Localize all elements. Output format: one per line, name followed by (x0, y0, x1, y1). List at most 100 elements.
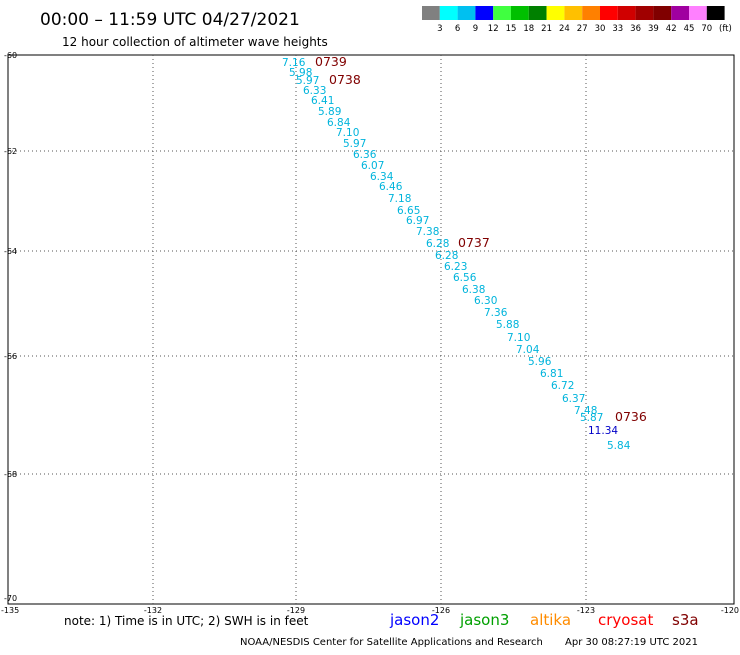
legend-swatch (671, 6, 689, 20)
wave-height-label: 6.23 (444, 261, 467, 273)
wave-height-label: 5.84 (607, 440, 631, 452)
legend-swatch (422, 6, 440, 20)
wave-height-label: 6.34 (370, 171, 394, 183)
legend-swatch (600, 6, 618, 20)
legend-tick-label: 18 (523, 24, 534, 34)
legend-tick-label: 6 (455, 24, 460, 34)
legend-tick-label: 27 (577, 24, 588, 34)
legend-unit: (ft) (719, 24, 732, 34)
wave-height-label: 5.98 (289, 67, 312, 79)
footer-note: note: 1) Time is in UTC; 2) SWH is in fe… (64, 614, 309, 628)
wave-height-label: 11.34 (588, 425, 618, 437)
legend-swatch (706, 6, 725, 20)
pass-time-label: 0736 (615, 409, 647, 424)
legend-tick-label: 3 (437, 24, 442, 34)
pass-time-labels: 0739 0738 0737 0736 (315, 54, 647, 424)
legend-tick-label: 33 (612, 24, 623, 34)
wave-height-label: 6.07 (361, 160, 384, 172)
legend-swatch (475, 6, 494, 20)
legend-swatch (511, 6, 529, 20)
legend-tick-label: 42 (666, 24, 677, 34)
footer-timestamp: Apr 30 08:27:19 UTC 2021 (565, 637, 698, 648)
wave-height-label: 5.89 (318, 106, 341, 118)
map-frame (7, 54, 735, 605)
wave-height-label: 7.38 (416, 226, 439, 238)
legend-tick-label: 45 (684, 24, 695, 34)
wave-height-label: 6.56 (453, 272, 477, 284)
satellite-label-jason2: jason2 (389, 611, 439, 629)
legend-tick-label: 70 (701, 24, 712, 34)
longitude-labels: -135 -132 -129 -126 -123 -120 (1, 606, 739, 615)
graticule (8, 55, 734, 604)
satellite-legend: jason2 jason3 altika cryosat s3a (389, 611, 699, 629)
legend-tick-label: 15 (506, 24, 517, 34)
legend-tick-label: 24 (559, 24, 570, 34)
legend-swatch (582, 6, 600, 20)
wave-height-label: 6.97 (406, 215, 429, 227)
wave-height-label: 7.04 (516, 344, 540, 356)
wave-height-label: 7.10 (507, 332, 530, 344)
longitude-label: -129 (287, 606, 305, 615)
legend-swatch (617, 6, 636, 20)
latitude-label: -70 (4, 594, 17, 603)
wave-height-label: 6.41 (311, 95, 334, 107)
legend-swatch (546, 6, 565, 20)
wave-height-label: 7.18 (388, 193, 411, 205)
wave-height-label: 6.84 (327, 117, 351, 129)
wave-height-label: 6.28 (435, 250, 458, 262)
wave-height-label: 5.97 (343, 138, 366, 150)
pass-time-label: 0738 (329, 72, 361, 87)
wave-height-label: 6.36 (353, 149, 377, 161)
wave-height-label: 5.96 (528, 356, 552, 368)
color-legend: 3 6 9 12 15 18 21 24 27 30 33 36 39 42 45 70 (ft) (422, 6, 732, 34)
wave-height-label: 5.97 (296, 75, 319, 87)
longitude-label: -120 (721, 606, 739, 615)
wave-height-label: 6.37 (562, 393, 585, 405)
page-title: 00:00 – 11:59 UTC 04/27/2021 (40, 10, 300, 30)
wave-height-label: 7.16 (282, 57, 306, 69)
wave-height-label: 6.28 (426, 238, 449, 250)
legend-swatch (564, 6, 583, 20)
wave-height-label: 6.38 (462, 284, 485, 296)
legend-tick-label: 30 (595, 24, 606, 34)
pass-time-label: 0739 (315, 54, 347, 69)
legend-tick-label: 21 (541, 24, 552, 34)
legend-swatch (457, 6, 476, 20)
longitude-label: -123 (577, 606, 595, 615)
legend-tick-label: 12 (488, 24, 499, 34)
legend-swatch (528, 6, 547, 20)
legend-swatch (635, 6, 654, 20)
legend-swatch (653, 6, 672, 20)
latitude-label: -62 (4, 147, 17, 156)
wave-height-label: 6.81 (540, 368, 563, 380)
legend-tick-label: 39 (648, 24, 659, 34)
wave-height-label: 5.87 (580, 412, 603, 424)
wave-height-label: 7.48 (574, 405, 597, 417)
latitude-label: -66 (4, 352, 17, 361)
latitude-label: -64 (4, 247, 17, 256)
latitude-label: -60 (4, 51, 17, 60)
wave-height-label: 6.33 (303, 85, 326, 97)
legend-swatch (689, 6, 707, 20)
wave-height-label: 6.72 (551, 380, 574, 392)
wave-height-label: 5.88 (496, 319, 519, 331)
satellite-label-altika: altika (530, 611, 571, 629)
satellite-label-jason3: jason3 (459, 611, 509, 629)
legend-swatch (493, 6, 511, 20)
wave-height-label: 7.10 (336, 127, 359, 139)
wave-height-observations: 7.165.985.976.336.415.896.847.105.976.36… (282, 57, 631, 452)
wave-height-label: 6.65 (397, 205, 420, 217)
longitude-label: -132 (144, 606, 162, 615)
longitude-label: -135 (1, 606, 19, 615)
pass-time-label: 0737 (458, 235, 490, 250)
longitude-label: -126 (432, 606, 450, 615)
legend-swatch (439, 6, 458, 20)
latitude-label: -68 (4, 470, 17, 479)
footer-credit: NOAA/NESDIS Center for Satellite Applica… (240, 637, 543, 648)
legend-tick-label: 9 (473, 24, 478, 34)
wave-height-label: 7.36 (484, 307, 508, 319)
legend-tick-label: 36 (630, 24, 641, 34)
page-subtitle: 12 hour collection of altimeter wave hei… (62, 35, 328, 49)
